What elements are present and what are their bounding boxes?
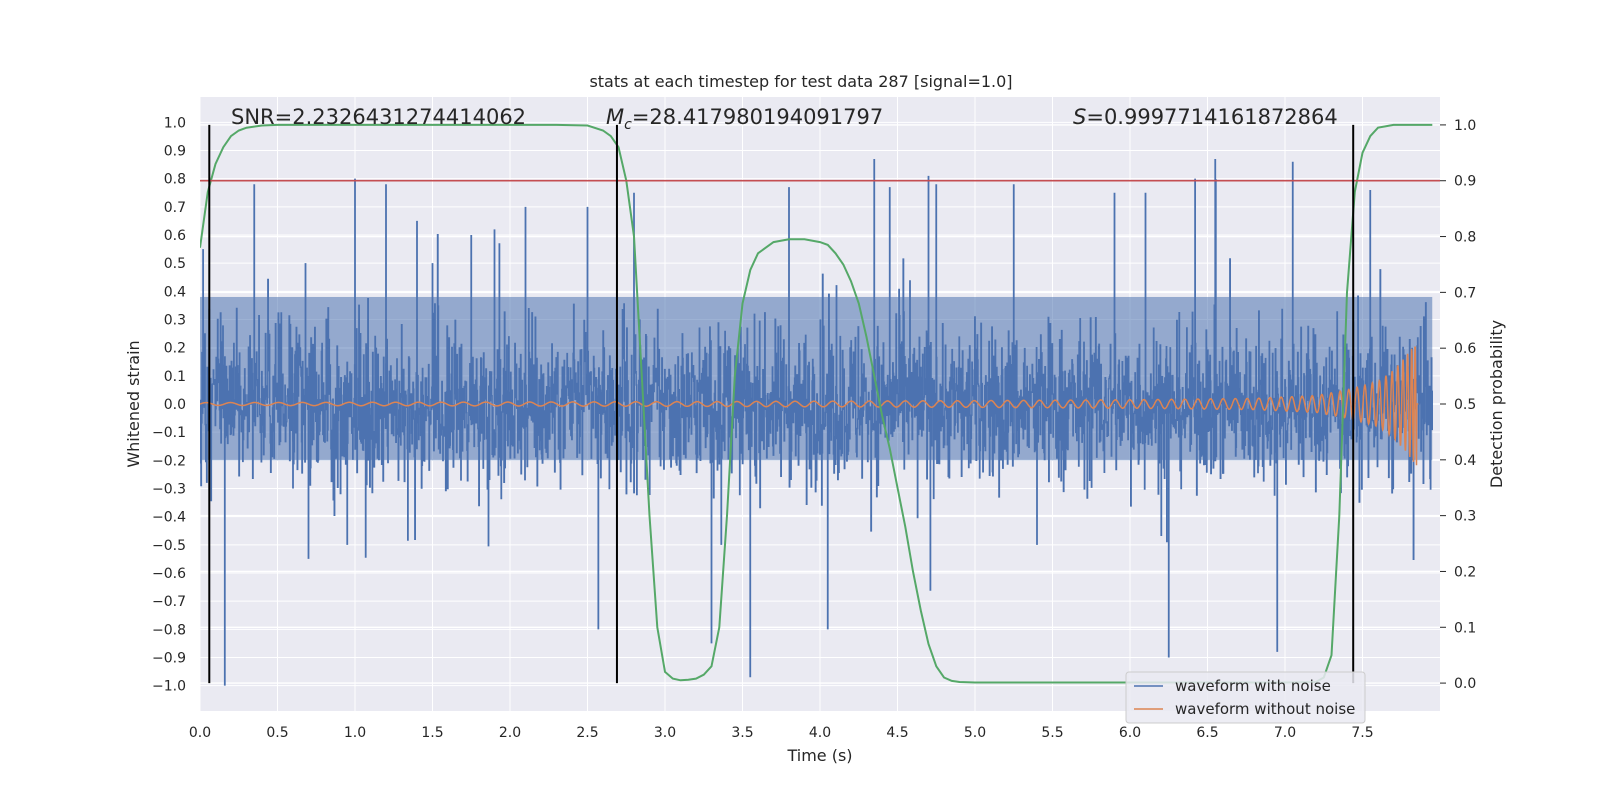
y-left-tick-label: 0.6	[164, 228, 186, 244]
y-left-tick-label: 0.3	[164, 313, 186, 329]
vertical-markers	[208, 124, 1355, 684]
y-left-tick-label: 0.7	[164, 200, 186, 216]
s-value: =0.9997714161872864	[1086, 105, 1337, 129]
y-left-tick-label: −0.2	[152, 453, 186, 469]
noise-core-band	[200, 296, 1433, 461]
y-left-tick-label: 0.1	[164, 369, 186, 385]
y-right-tick-label: 0.3	[1454, 509, 1476, 525]
y-left-tick-label: 0.0	[164, 397, 186, 413]
y-right-tick-label: 0.6	[1454, 341, 1476, 357]
x-tick-label: 5.5	[1041, 725, 1063, 741]
y-left-tick-label: −0.4	[152, 510, 186, 526]
clean-trace	[200, 346, 1419, 466]
y-left-tick-label: −0.8	[152, 622, 186, 638]
legend-label-noise: waveform with noise	[1175, 677, 1331, 695]
y-left-tick-label: 1.0	[164, 115, 186, 131]
y-right-axis-ticks: 1.0 0.9 0.8 0.7 0.6 0.5 0.4 0.3 0.2 0.1 0.0	[1440, 118, 1476, 692]
x-tick-label: 0.5	[266, 725, 288, 741]
legend-box	[1125, 671, 1366, 724]
x-tick-label: 5.0	[964, 725, 986, 741]
y-left-axis-ticks: 1.0 0.9 0.8 0.7 0.6 0.5 0.4 0.3 0.2 0.1 0.0 −0.1 −0.…	[152, 115, 186, 694]
chirp-mass-value: =28.417980194091797	[632, 105, 883, 129]
chirp-mass-symbol: M	[606, 105, 624, 129]
y-left-axis-label: Whitened strain	[124, 340, 143, 467]
x-tick-label: 6.0	[1119, 725, 1141, 741]
x-tick-label: 1.0	[344, 725, 366, 741]
y-right-tick-label: 0.7	[1454, 285, 1476, 301]
y-left-tick-label: −0.3	[152, 481, 186, 497]
y-left-tick-label: −0.9	[152, 650, 186, 666]
y-left-tick-label: 0.2	[164, 341, 186, 357]
y-right-tick-label: 0.1	[1454, 620, 1476, 636]
y-right-tick-label: 0.9	[1454, 174, 1476, 190]
series-waveform-without-noise	[200, 346, 1419, 466]
x-tick-label: 1.5	[421, 725, 443, 741]
y-left-tick-label: −0.1	[152, 425, 186, 441]
x-tick-label: 4.5	[886, 725, 908, 741]
chirp-mass-subscript: c	[624, 117, 632, 133]
chirp-mass-annotation: Mc=28.417980194091797	[606, 105, 883, 133]
snr-annotation: SNR=2.2326431274414062	[231, 105, 526, 129]
y-left-tick-label: −0.5	[152, 538, 186, 554]
y-right-tick-label: 0.4	[1454, 453, 1476, 469]
x-axis-label: Time (s)	[786, 746, 852, 765]
x-tick-label: 3.0	[654, 725, 676, 741]
x-tick-label: 2.0	[499, 725, 521, 741]
chart-title: stats at each timestep for test data 287…	[589, 72, 1012, 91]
x-axis-ticks: 0.0 0.5 1.0 1.5 2.0 2.5 3.0 3.5 4.0 4.5 5.0 5.5 6.0 6…	[189, 725, 1374, 741]
y-left-tick-label: −1.0	[152, 679, 186, 695]
s-symbol: S	[1073, 105, 1086, 129]
s-annotation: S=0.9997714161872864	[1073, 105, 1338, 129]
y-right-tick-label: 1.0	[1454, 118, 1476, 134]
series-waveform-with-noise	[200, 158, 1433, 686]
x-tick-label: 6.5	[1196, 725, 1218, 741]
legend-label-clean: waveform without noise	[1175, 700, 1355, 718]
x-tick-label: 2.5	[576, 725, 598, 741]
x-tick-label: 7.5	[1351, 725, 1373, 741]
x-tick-label: 0.0	[189, 725, 211, 741]
y-right-tick-label: 0.5	[1454, 397, 1476, 413]
legend: waveform with noise waveform without noi…	[1125, 671, 1366, 724]
y-left-tick-label: 0.5	[164, 256, 186, 272]
y-left-tick-label: 0.4	[164, 284, 186, 300]
y-right-axis-label: Detection probability	[1487, 320, 1506, 488]
y-left-tick-label: 0.9	[164, 144, 186, 160]
x-tick-label: 4.0	[809, 725, 831, 741]
y-right-tick-label: 0.2	[1454, 564, 1476, 580]
x-tick-label: 7.0	[1274, 725, 1296, 741]
y-right-tick-label: 0.0	[1454, 676, 1476, 692]
y-right-tick-label: 0.8	[1454, 230, 1476, 246]
y-left-tick-label: −0.6	[152, 566, 186, 582]
x-tick-label: 3.5	[731, 725, 753, 741]
y-left-tick-label: 0.8	[164, 172, 186, 188]
y-left-tick-label: −0.7	[152, 594, 186, 610]
